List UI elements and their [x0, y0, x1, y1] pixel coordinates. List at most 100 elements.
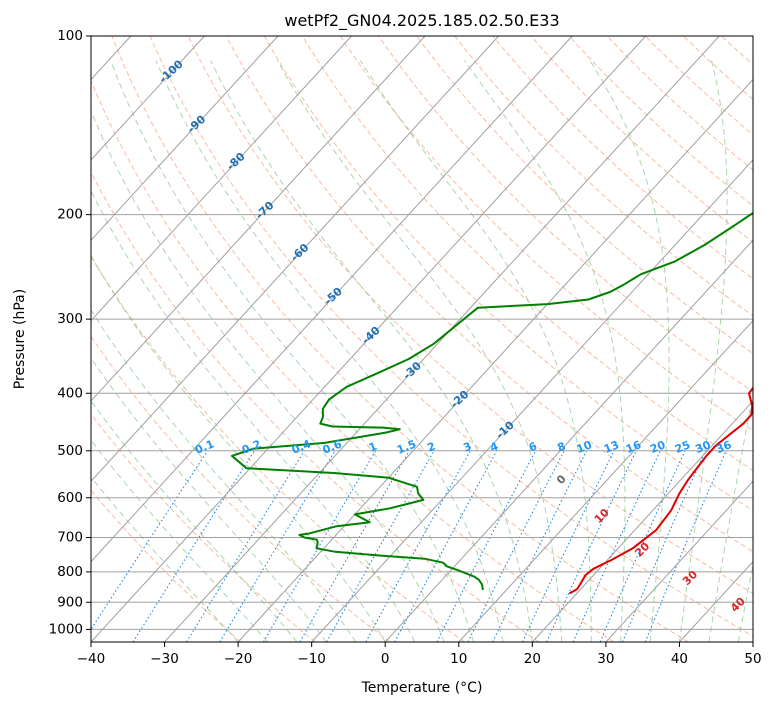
isotherm-gridline	[384, 239, 753, 642]
moist-adiabat-line	[91, 190, 416, 642]
temperature-profile-line	[568, 386, 753, 595]
sounding-profiles	[230, 211, 753, 595]
mixing-ratio-line	[219, 450, 336, 642]
chart-title: wetPf2_GN04.2025.185.02.50.E33	[284, 11, 559, 31]
mixing-ratio-label: 2	[425, 440, 437, 455]
moist-adiabat-line	[276, 60, 563, 642]
x-tick-label: 20	[524, 651, 541, 667]
mixing-ratio-label: 1	[367, 440, 379, 455]
moist-adiabat-line	[155, 60, 504, 642]
isotherm-gridline	[91, 36, 279, 241]
moist-adiabat-line	[359, 60, 592, 642]
isotherm-gridline	[605, 480, 753, 642]
mixing-ratio-line	[622, 450, 707, 642]
dry-adiabat-line	[492, 36, 753, 280]
isotherm-gridline	[91, 36, 499, 483]
mixing-ratio-label: 16	[624, 438, 643, 456]
x-axis-label: Temperature (°C)	[361, 680, 483, 696]
plot-frame	[90, 35, 754, 643]
moist-adiabat-line	[589, 60, 670, 642]
dry-adiabat-line	[225, 36, 753, 553]
dry-adiabats	[91, 36, 753, 642]
dry-adiabat-line	[111, 36, 689, 642]
isotherm-gridline	[91, 36, 352, 322]
y-axis-label: Pressure (hPa)	[12, 289, 28, 389]
dry-adiabat-line	[91, 255, 465, 642]
mixing-ratio-line	[522, 450, 615, 642]
dry-adiabat-line	[301, 36, 753, 471]
x-tick-label: 50	[744, 651, 761, 667]
mixing-ratio-label: 30	[693, 438, 712, 456]
x-tick-label: 30	[597, 651, 614, 667]
dry-adiabat-line	[91, 79, 614, 642]
mixing-ratio-label: 13	[602, 438, 621, 456]
mixing-ratio-line	[572, 450, 661, 642]
x-tick-label: 40	[671, 651, 688, 667]
y-tick-label: 700	[57, 530, 83, 546]
mixing-ratio-line	[546, 450, 637, 642]
mixing-ratio-line	[644, 450, 727, 642]
x-tick-label: −40	[77, 651, 106, 667]
mixing-ratio-label: 36	[714, 438, 733, 456]
dry-adiabat-line	[263, 36, 753, 512]
y-tick-label: 900	[57, 594, 83, 610]
isotherm-gridline	[311, 159, 753, 642]
y-tick-label: 300	[57, 311, 83, 327]
mixing-ratio-line	[263, 450, 377, 642]
y-tick-label: 1000	[49, 621, 83, 637]
dewpoint-profile-line	[230, 211, 753, 591]
dry-adiabat-line	[340, 36, 753, 432]
y-tick-label: 800	[57, 564, 83, 580]
moist-adiabat-line	[678, 60, 728, 642]
isotherm-gridline	[458, 319, 753, 642]
isotherm-gridline	[91, 36, 573, 563]
x-axis: −40 −30 −20 −10 0 10 20 30 40 50	[77, 642, 762, 667]
x-tick-label: −30	[150, 651, 179, 667]
mixing-ratio-line	[394, 450, 498, 642]
dry-adiabat-line	[91, 335, 391, 642]
mixing-ratio-line	[599, 450, 686, 642]
y-tick-label: 400	[57, 385, 83, 401]
y-tick-label: 500	[57, 443, 83, 459]
mixing-ratio-label: 3	[462, 440, 474, 455]
dry-adiabat-line	[91, 170, 540, 642]
dry-adiabat-line	[149, 36, 753, 637]
dry-adiabat-line	[187, 36, 753, 595]
dry-adiabat-line	[91, 489, 242, 642]
moist-adiabat-line	[110, 60, 474, 642]
x-tick-label: −10	[297, 651, 326, 667]
mixing-ratio-lines	[91, 450, 727, 642]
isotherm-gridline	[91, 36, 426, 402]
mixing-ratio-line	[132, 450, 255, 642]
mixing-ratio-label: 25	[673, 438, 692, 456]
y-axis: 100 200 300 400 500 600 700 800 900 1000	[49, 28, 91, 637]
x-tick-label: −20	[224, 651, 253, 667]
moist-adiabat-line	[737, 562, 753, 642]
moist-adiabat-line	[210, 60, 533, 642]
y-tick-label: 100	[57, 28, 83, 44]
isotherm-gridline	[91, 36, 647, 642]
mixing-ratio-label: 20	[648, 438, 667, 456]
mixing-ratio-line	[492, 450, 588, 642]
y-tick-label: 600	[57, 490, 83, 506]
dry-adiabat-line	[378, 36, 753, 393]
mixing-ratio-line	[365, 450, 471, 642]
moist-adiabat-line	[91, 309, 357, 642]
moist-adiabat-line	[464, 60, 626, 642]
isotherm-gridline	[237, 78, 753, 642]
moist-adiabat-line	[91, 109, 445, 642]
x-tick-label: 0	[381, 651, 390, 667]
mixing-ratio-line	[326, 450, 435, 642]
dry-adiabat-line	[568, 36, 753, 207]
y-tick-label: 200	[57, 207, 83, 223]
isotherm-gridline	[91, 36, 205, 161]
mixing-ratio-label: 8	[555, 440, 567, 455]
plot-area	[91, 36, 753, 642]
moist-adiabat-line	[91, 476, 239, 642]
dry-adiabat-line	[606, 36, 753, 171]
moist-adiabat-line	[708, 391, 753, 642]
mixing-ratio-line	[299, 450, 410, 642]
moist-adiabat-line	[91, 254, 386, 642]
mixing-ratio-label: 10	[575, 438, 594, 456]
